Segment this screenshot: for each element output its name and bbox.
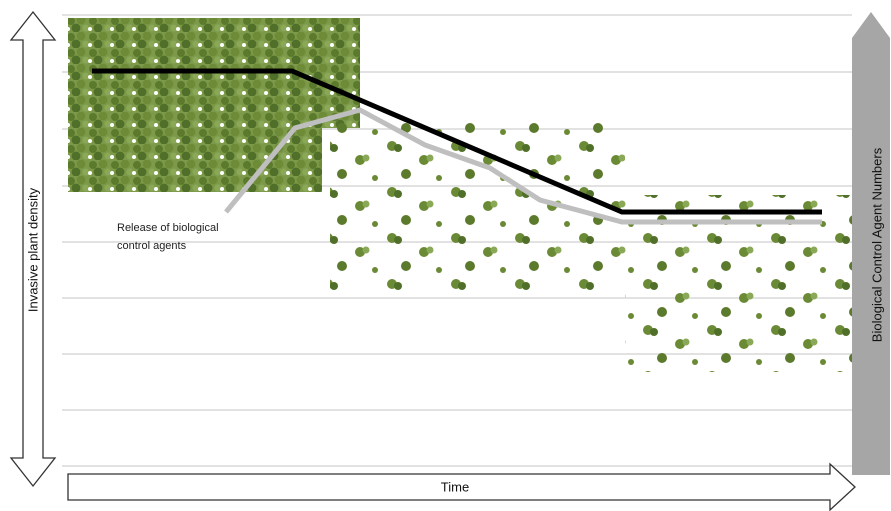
diagram: Release of biological control agents Inv… <box>0 0 891 511</box>
sparse-plants <box>330 120 625 292</box>
bottom-axis-label: Time <box>441 479 469 494</box>
dense-plants <box>68 18 360 192</box>
annotation: Release of biological <box>117 222 219 234</box>
right-axis-label: Biological Control Agent Numbers <box>869 147 884 342</box>
annotation: control agents <box>117 240 187 252</box>
left-axis-label: Invasive plant density <box>25 187 40 312</box>
